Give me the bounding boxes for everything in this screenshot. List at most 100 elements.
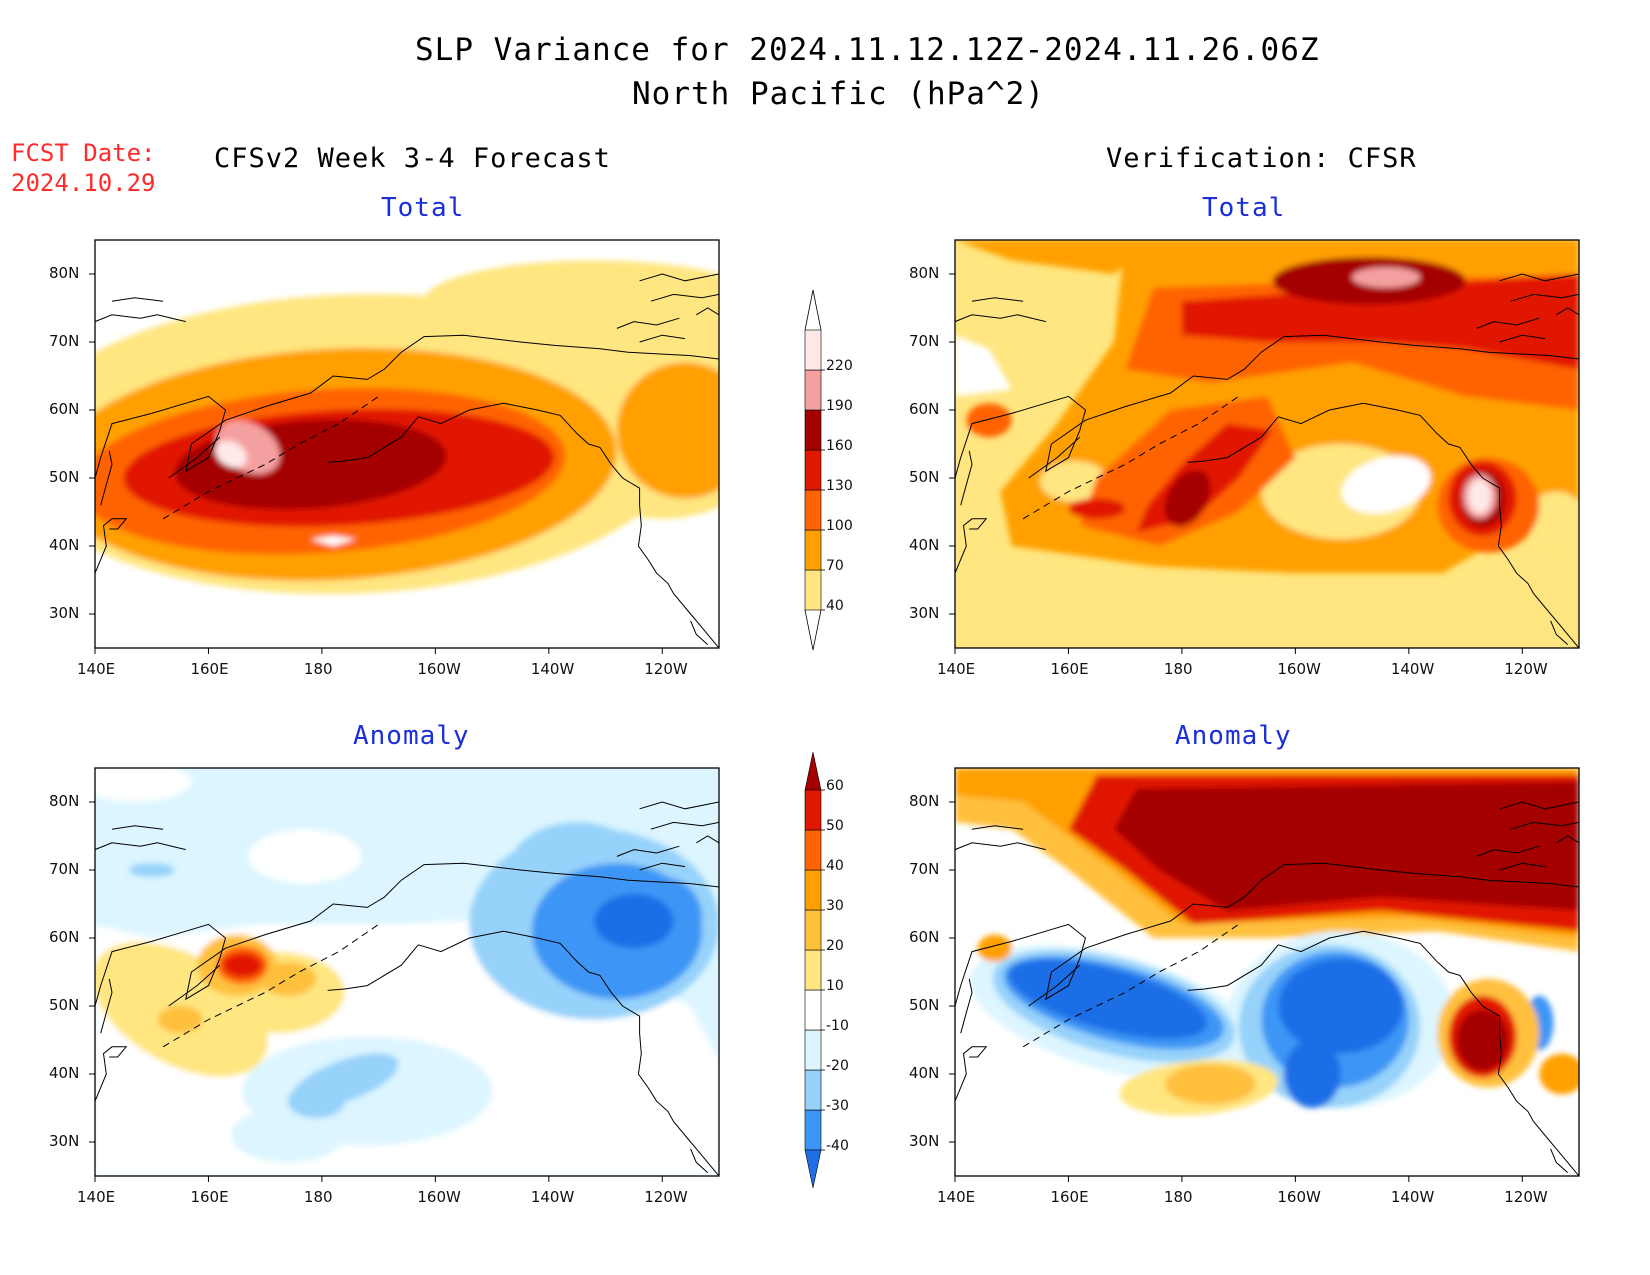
lat-tick-label: 40N <box>49 1064 80 1082</box>
lon-tick-label: 120W <box>644 1188 688 1206</box>
lat-tick-label: 80N <box>909 792 940 810</box>
contour-blob <box>1341 456 1431 514</box>
lat-tick-label: 50N <box>49 996 80 1014</box>
forecast-anomaly-map <box>94 767 720 1177</box>
coastline <box>650 293 719 302</box>
colorbar-swatch <box>804 789 822 831</box>
coastline <box>168 436 221 479</box>
contour-130 <box>1181 274 1579 370</box>
colorbar-swatch <box>804 569 822 611</box>
coastline <box>650 821 719 830</box>
lat-tick-label: 30N <box>49 1132 80 1150</box>
right-column-title: Verification: CFSR <box>1106 143 1417 174</box>
lon-tick-label: 180 <box>1163 1188 1193 1206</box>
colorbar-swatch <box>804 909 822 951</box>
coastline <box>1550 620 1569 645</box>
coastline <box>1476 845 1540 857</box>
colorbar-max-arrow <box>804 751 822 791</box>
dateline-boundary <box>1022 923 1239 1048</box>
colorbar-swatch <box>804 529 822 571</box>
lat-tick-label: 70N <box>49 332 80 350</box>
contour-blob <box>1352 267 1421 288</box>
coastline <box>95 334 719 479</box>
verification-anomaly-title: Anomaly <box>1175 721 1292 751</box>
colorbar-swatch <box>804 1069 822 1111</box>
lon-tick-label: 120W <box>644 660 688 678</box>
colorbar-label: 130 <box>826 478 853 494</box>
verification-anomaly-map <box>954 767 1580 1177</box>
forecast-anomaly-title: Anomaly <box>353 721 470 751</box>
coastline <box>955 314 1046 323</box>
colorbar-label: 40 <box>826 598 844 614</box>
contour-blob <box>1164 1063 1256 1105</box>
coastline <box>95 1046 128 1102</box>
coastline <box>1187 944 1279 991</box>
colorbar-swatch <box>804 949 822 991</box>
coastline <box>1499 862 1546 871</box>
colorbar-max-arrow <box>804 289 822 331</box>
gap <box>955 335 1012 397</box>
lat-tick-label: 30N <box>909 1132 940 1150</box>
contour-blob <box>129 863 175 877</box>
lon-tick-label: 140W <box>1390 1188 1435 1206</box>
colorbar-swatch <box>804 489 822 531</box>
contour-blob <box>1284 1040 1341 1108</box>
lon-tick-label: 140W <box>1390 660 1435 678</box>
coastline <box>639 273 719 282</box>
coastline <box>696 835 719 844</box>
coastline <box>696 307 719 316</box>
colorbar-label: 50 <box>826 818 844 834</box>
lon-tick-label: 160W <box>417 1188 461 1206</box>
colorbar-label: -40 <box>826 1138 849 1154</box>
coastline <box>955 1046 988 1102</box>
coastline <box>95 842 186 851</box>
colorbar-swatch <box>804 329 822 371</box>
colorbar-swatch <box>804 989 822 1031</box>
colorbar-swatch <box>804 369 822 411</box>
coastline <box>1499 334 1546 343</box>
coastline <box>95 314 186 323</box>
lon-tick-label: 180 <box>303 1188 333 1206</box>
forecast-anomaly-map-field <box>95 768 719 1176</box>
lon-tick-label: 160W <box>1277 1188 1321 1206</box>
contour-blob <box>231 1108 345 1163</box>
lat-tick-label: 60N <box>909 928 940 946</box>
coastline <box>111 825 164 830</box>
coastline <box>1187 416 1279 463</box>
contour-blob <box>1040 461 1109 502</box>
anomaly-colorbar <box>804 751 825 1189</box>
lon-tick-label: 180 <box>1163 660 1193 678</box>
coastline <box>1550 1148 1569 1173</box>
colorbar-swatch <box>804 1109 822 1151</box>
colorbar-label: -30 <box>826 1098 849 1114</box>
colorbar-swatch <box>804 449 822 491</box>
map-frame <box>94 239 720 649</box>
contour-blob <box>977 934 1012 962</box>
coastline <box>418 402 719 648</box>
contour-blob <box>1457 1009 1509 1071</box>
coastline <box>616 845 680 857</box>
contour-blob <box>259 961 317 996</box>
coastline <box>1499 273 1579 282</box>
contour-blob <box>594 893 674 949</box>
contour-blob <box>1164 470 1211 527</box>
colorbar-label: 20 <box>826 938 844 954</box>
coastline <box>1510 821 1579 830</box>
coastline <box>1278 930 1579 1176</box>
colorbar-label: 100 <box>826 518 853 534</box>
gap <box>310 535 356 546</box>
total-colorbar <box>804 289 825 651</box>
coastline <box>955 518 988 574</box>
lat-tick-label: 70N <box>49 860 80 878</box>
lat-tick-label: 80N <box>49 792 80 810</box>
lon-tick-label: 140E <box>937 1188 976 1206</box>
coastline <box>616 317 680 329</box>
contour-blob <box>1539 1053 1579 1095</box>
coastline <box>111 297 164 302</box>
colorbar-label: 60 <box>826 778 844 794</box>
colorbar-min-arrow <box>804 1149 822 1189</box>
colorbar-swatch <box>804 1029 822 1071</box>
colorbar-label: 220 <box>826 358 853 374</box>
coastline <box>100 978 113 1034</box>
contour-blob <box>1278 958 1404 1054</box>
